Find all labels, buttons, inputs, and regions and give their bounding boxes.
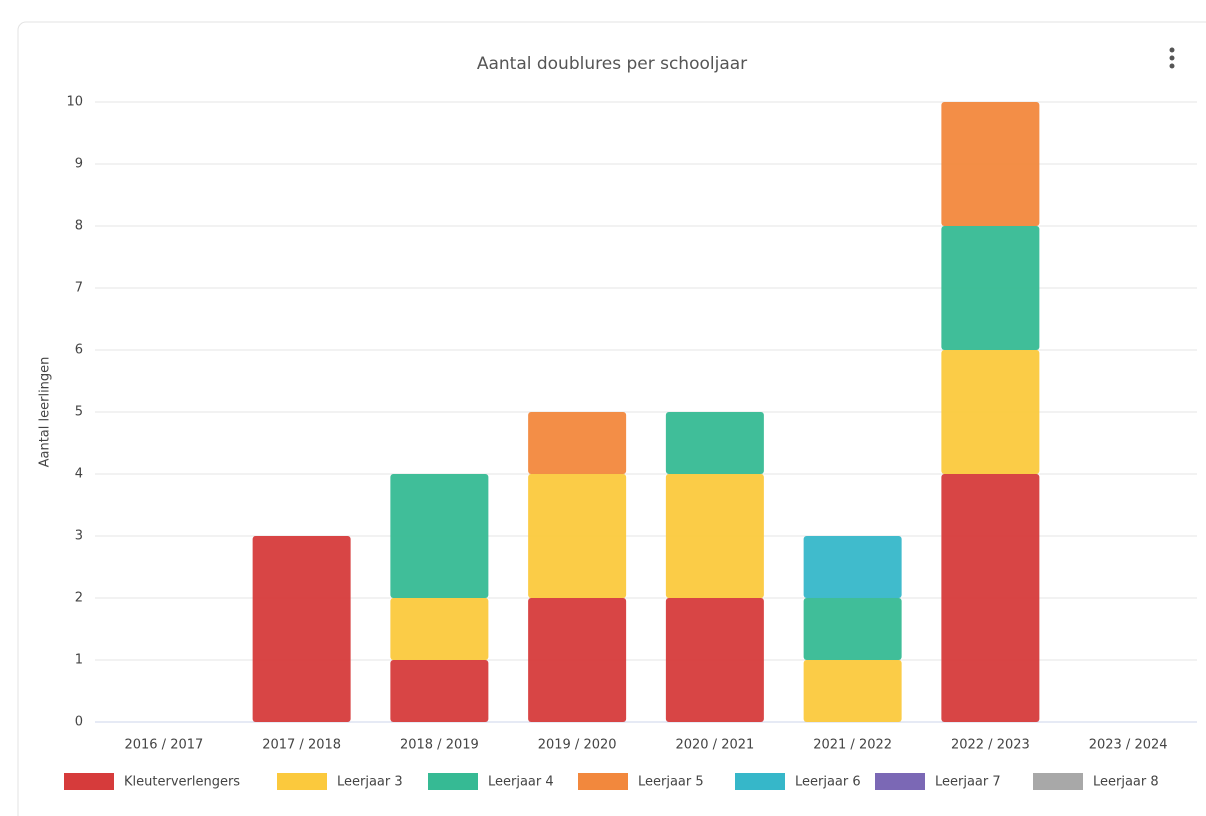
- y-tick-label: 9: [75, 157, 83, 172]
- x-tick-label: 2019 / 2020: [538, 738, 617, 753]
- menu-dot[interactable]: [1169, 47, 1175, 53]
- menu-dot[interactable]: [1169, 63, 1175, 69]
- bar-segment: [390, 660, 489, 722]
- y-tick-label: 0: [75, 715, 83, 730]
- y-tick-label: 8: [75, 219, 83, 234]
- bar-segment: [803, 536, 902, 598]
- bar-segment: [941, 474, 1040, 722]
- bar-segment: [665, 412, 764, 474]
- menu-button[interactable]: [1169, 47, 1175, 69]
- menu-dot[interactable]: [1169, 55, 1175, 61]
- y-tick-label: 3: [75, 529, 83, 544]
- x-tick-label: 2016 / 2017: [124, 738, 203, 753]
- y-tick-label: 4: [75, 467, 83, 482]
- y-axis-label: Aantal leerlingen: [38, 357, 53, 468]
- x-tick-label: 2021 / 2022: [813, 738, 892, 753]
- bar-segment: [252, 536, 351, 722]
- legend-label: Leerjaar 7: [935, 775, 1001, 790]
- legend-swatch: [428, 773, 478, 790]
- bar-segment: [665, 598, 764, 722]
- legend-label: Leerjaar 4: [488, 775, 554, 790]
- bar-segment: [528, 474, 627, 598]
- legend-label: Leerjaar 6: [795, 775, 861, 790]
- y-tick-label: 2: [75, 591, 83, 606]
- legend-swatch: [735, 773, 785, 790]
- x-tick-label: 2017 / 2018: [262, 738, 341, 753]
- bar-segment: [803, 598, 902, 660]
- bar-segment: [528, 412, 627, 474]
- legend-swatch: [1033, 773, 1083, 790]
- y-tick-label: 6: [75, 343, 83, 358]
- y-tick-label: 1: [75, 653, 83, 668]
- x-tick-label: 2020 / 2021: [675, 738, 754, 753]
- x-tick-label: 2018 / 2019: [400, 738, 479, 753]
- chart-title: Aantal doublures per schooljaar: [477, 54, 747, 74]
- bar-segment: [941, 102, 1040, 226]
- x-tick-label: 2023 / 2024: [1089, 738, 1168, 753]
- legend-swatch: [578, 773, 628, 790]
- legend-swatch: [875, 773, 925, 790]
- legend-swatch: [64, 773, 114, 790]
- y-tick-label: 5: [75, 405, 83, 420]
- bar-segment: [803, 660, 902, 722]
- legend-label: Leerjaar 3: [337, 775, 403, 790]
- legend-swatch: [277, 773, 327, 790]
- y-tick-label: 10: [66, 95, 83, 110]
- y-tick-label: 7: [75, 281, 83, 296]
- bar-segment: [390, 474, 489, 598]
- legend-label: Kleuterverlengers: [124, 775, 240, 790]
- bar-segment: [390, 598, 489, 660]
- legend-label: Leerjaar 8: [1093, 775, 1159, 790]
- bar-segment: [941, 226, 1040, 350]
- bar-segment: [528, 598, 627, 722]
- bar-segment: [665, 474, 764, 598]
- x-tick-label: 2022 / 2023: [951, 738, 1030, 753]
- bar-segment: [941, 350, 1040, 474]
- legend-label: Leerjaar 5: [638, 775, 704, 790]
